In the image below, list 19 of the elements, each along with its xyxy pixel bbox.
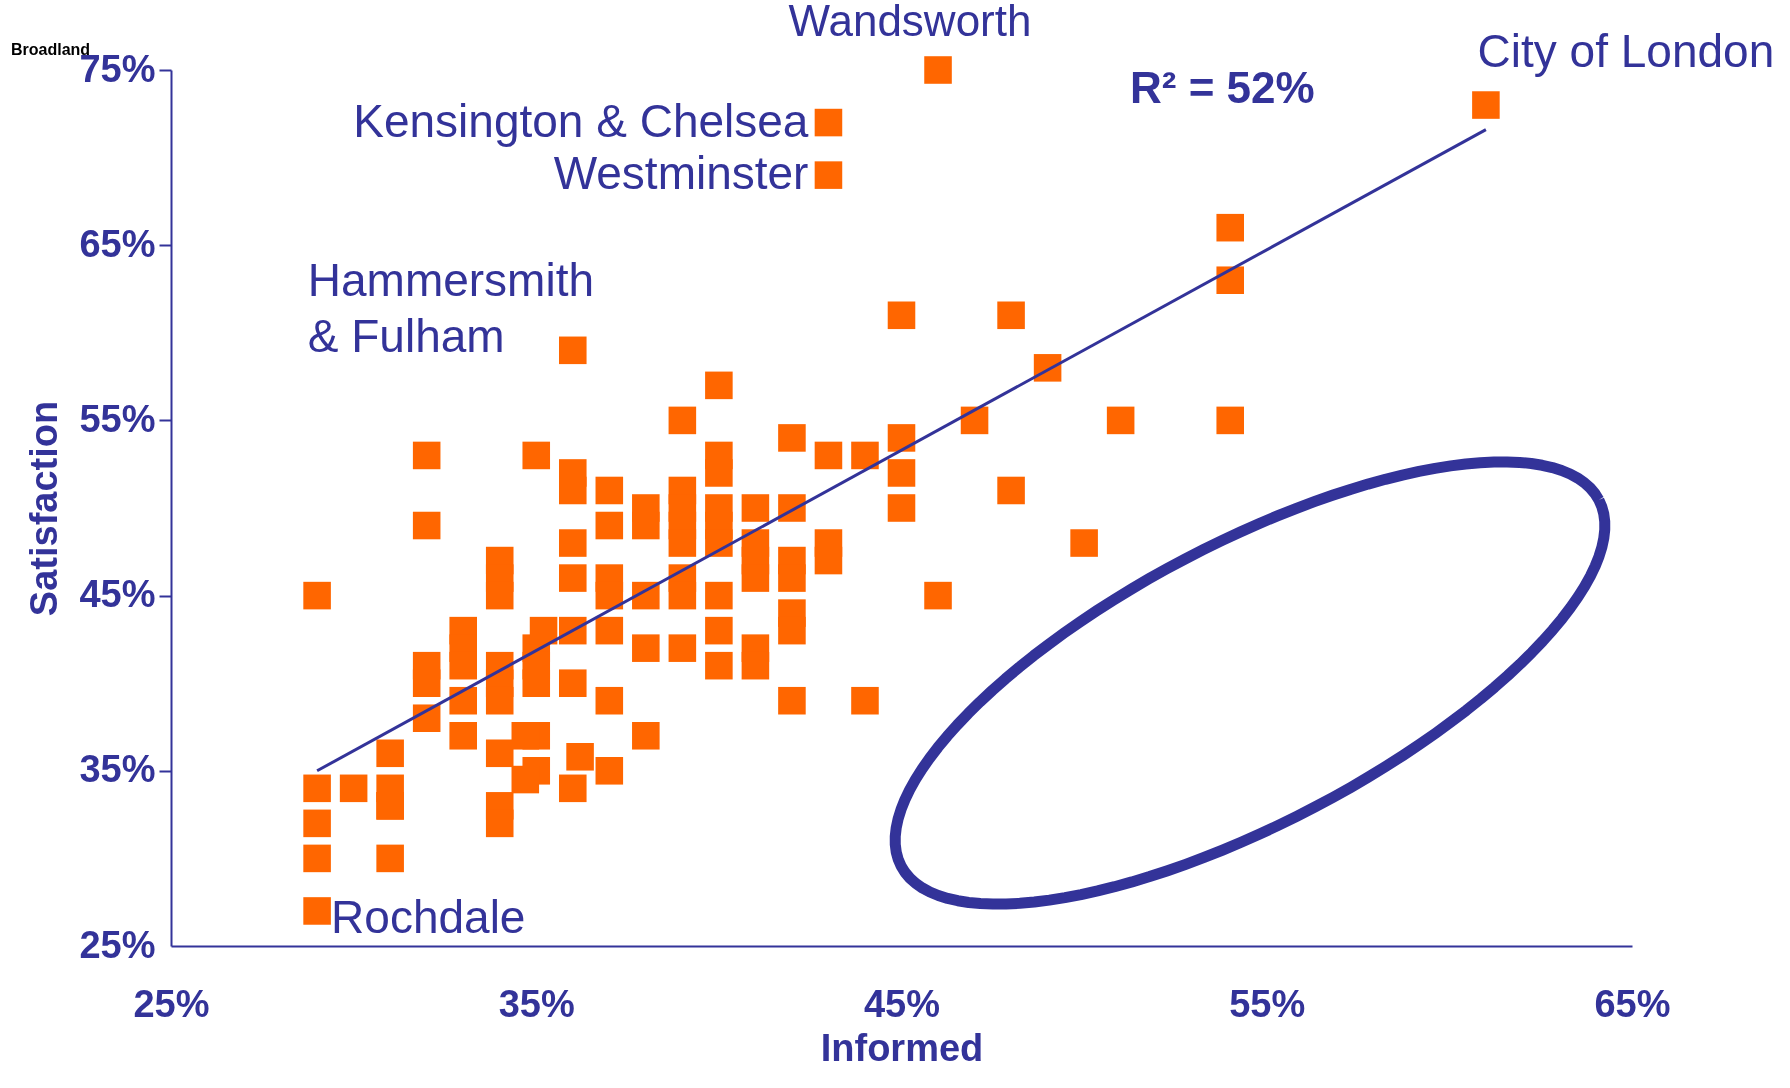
y-tick-label: 55%	[79, 397, 156, 440]
y-axis-title: Satisfaction	[23, 400, 66, 617]
x-tick-label: 25%	[133, 982, 210, 1025]
text: Wandsworth	[788, 0, 1032, 45]
x-tick-label: 35%	[498, 982, 575, 1025]
y-tick-label: 45%	[79, 573, 156, 616]
x-tick-label: 45%	[863, 982, 941, 1025]
annotation: City of London	[1477, 25, 1775, 78]
annotation: Rochdale	[331, 890, 526, 943]
x-axis-title: Informed	[820, 1026, 984, 1069]
x-tick-label: 55%	[1229, 982, 1306, 1025]
annotation: Hammersmith & Fulham	[307, 254, 595, 363]
annotation: R² = 52%	[1130, 63, 1315, 112]
y-tick-label: 35%	[79, 748, 156, 791]
annotation: Kensington & Chelsea	[353, 94, 809, 147]
annotation: Westminster	[553, 147, 809, 200]
x-tick-label: 65%	[1594, 982, 1671, 1025]
y-tick-label: 25%	[79, 923, 156, 966]
y-tick-label: 65%	[79, 222, 156, 265]
